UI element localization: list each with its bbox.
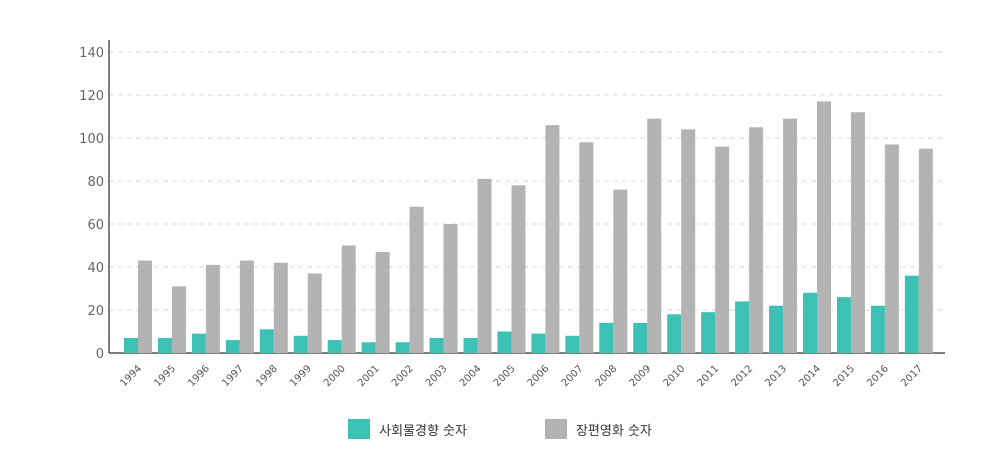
bar-series-1 bbox=[124, 337, 138, 353]
legend-label-series-2: 장편영화 숫자 bbox=[575, 423, 652, 439]
bar-series-2 bbox=[918, 148, 933, 353]
x-tick-label: 2013 bbox=[763, 363, 789, 389]
bar-series-1 bbox=[633, 322, 648, 353]
legend: 사회물경향 숫자 장편영화 숫자 bbox=[0, 419, 1000, 439]
bar-series-1 bbox=[157, 337, 172, 353]
bar-series-1 bbox=[429, 337, 444, 353]
y-tick-label: 60 bbox=[87, 218, 104, 233]
x-tick-label: 1997 bbox=[220, 363, 246, 389]
bar-series-2 bbox=[375, 251, 390, 353]
bar-series-1 bbox=[293, 335, 308, 353]
x-tick-label: 1994 bbox=[118, 363, 144, 389]
bar-series-1 bbox=[395, 342, 410, 353]
legend-item-series-2: 장편영화 숫자 bbox=[544, 419, 652, 439]
x-tick-label: 1998 bbox=[254, 363, 280, 389]
y-tick-label: 100 bbox=[79, 132, 104, 147]
y-tick-label: 120 bbox=[79, 89, 104, 104]
x-tick-label: 2002 bbox=[390, 363, 416, 389]
bar-series-1 bbox=[667, 314, 682, 353]
bar-series-1 bbox=[225, 340, 240, 353]
bar-series-1 bbox=[870, 305, 885, 353]
bar-series-1 bbox=[803, 292, 817, 353]
bar-series-2 bbox=[171, 286, 186, 353]
bar-series-2 bbox=[409, 206, 424, 353]
legend-swatch-series-1 bbox=[348, 419, 371, 439]
x-tick-label: 2005 bbox=[492, 363, 518, 389]
bar-series-2 bbox=[850, 112, 865, 353]
bar-series-2 bbox=[715, 146, 730, 353]
legend-swatch-series-2 bbox=[544, 419, 567, 439]
y-tick-label: 0 bbox=[96, 347, 104, 362]
x-tick-label: 2007 bbox=[560, 363, 586, 389]
x-tick-label: 2006 bbox=[526, 363, 552, 389]
bar-series-1 bbox=[701, 312, 716, 353]
x-tick-label: 2017 bbox=[899, 363, 925, 389]
x-tick-label: 2015 bbox=[831, 363, 857, 389]
bar-series-2 bbox=[613, 189, 628, 353]
x-tick-label: 2004 bbox=[458, 363, 484, 389]
bar-series-1 bbox=[599, 322, 614, 353]
bar-series-1 bbox=[327, 340, 342, 353]
x-tick-label: 2012 bbox=[729, 363, 755, 389]
x-tick-label: 2008 bbox=[594, 363, 620, 389]
bar-series-1 bbox=[361, 342, 376, 353]
x-tick-label: 2003 bbox=[424, 363, 450, 389]
bar-series-2 bbox=[205, 264, 220, 353]
bar-series-2 bbox=[647, 118, 662, 354]
x-tick-label: 2014 bbox=[797, 363, 823, 389]
bar-series-2 bbox=[884, 144, 899, 353]
bar-series-1 bbox=[735, 301, 750, 353]
y-tick-label: 20 bbox=[87, 304, 104, 319]
bar-series-1 bbox=[463, 337, 478, 353]
x-tick-label: 1995 bbox=[152, 363, 178, 389]
x-tick-label: 1999 bbox=[288, 363, 314, 389]
y-tick-label: 140 bbox=[79, 46, 104, 61]
bar-series-2 bbox=[477, 178, 492, 353]
bar-series-1 bbox=[565, 335, 580, 353]
bar-series-1 bbox=[769, 305, 784, 353]
bar-series-1 bbox=[191, 333, 206, 353]
bar-series-2 bbox=[138, 260, 152, 353]
y-tick-label: 80 bbox=[87, 175, 104, 190]
bar-series-1 bbox=[531, 333, 546, 353]
bar-series-2 bbox=[511, 185, 526, 353]
x-tick-label: 2010 bbox=[662, 363, 688, 389]
x-tick-label: 2011 bbox=[695, 363, 721, 389]
x-tick-label: 2016 bbox=[865, 363, 891, 389]
x-tick-label: 1996 bbox=[186, 363, 212, 389]
x-tick-label: 2001 bbox=[356, 363, 382, 389]
bar-series-1 bbox=[836, 297, 851, 353]
bar-series-1 bbox=[904, 275, 919, 353]
bar-series-2 bbox=[239, 260, 254, 353]
bar-series-1 bbox=[497, 331, 512, 353]
bar-series-2 bbox=[341, 245, 356, 353]
legend-label-series-1: 사회물경향 숫자 bbox=[379, 423, 467, 439]
bar-series-2 bbox=[783, 118, 798, 354]
bar-series-2 bbox=[579, 142, 594, 353]
bar-series-2 bbox=[307, 273, 322, 353]
bar-series-2 bbox=[545, 125, 560, 353]
bar-series-1 bbox=[259, 329, 274, 353]
x-tick-label: 2000 bbox=[322, 363, 348, 389]
bar-series-2 bbox=[817, 101, 831, 353]
bar-series-2 bbox=[749, 127, 764, 353]
y-tick-label: 40 bbox=[87, 261, 104, 276]
bar-series-2 bbox=[681, 129, 696, 353]
x-tick-label: 2009 bbox=[628, 363, 654, 389]
bar-series-2 bbox=[273, 262, 288, 353]
legend-item-series-1: 사회물경향 숫자 bbox=[348, 419, 467, 439]
bar-series-2 bbox=[443, 224, 458, 353]
